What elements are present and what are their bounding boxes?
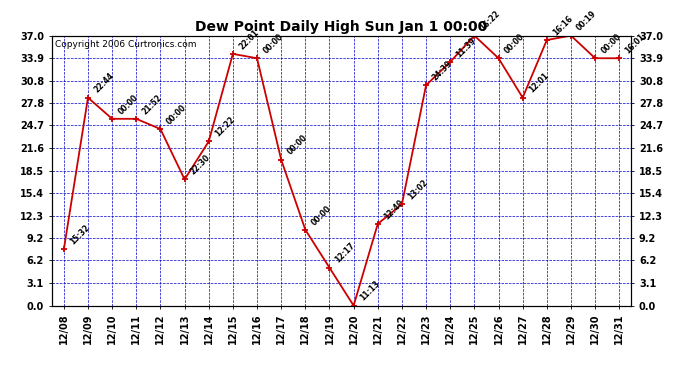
Title: Dew Point Daily High Sun Jan 1 00:00: Dew Point Daily High Sun Jan 1 00:00 xyxy=(195,21,488,34)
Text: Copyright 2006 Curtronics.com: Copyright 2006 Curtronics.com xyxy=(55,40,196,49)
Text: 16:16: 16:16 xyxy=(551,14,574,37)
Text: 00:00: 00:00 xyxy=(262,32,284,56)
Text: 22:30: 22:30 xyxy=(189,153,212,177)
Text: 00:00: 00:00 xyxy=(503,32,526,56)
Text: 13:02: 13:02 xyxy=(406,178,429,201)
Text: 21:52: 21:52 xyxy=(141,93,164,116)
Text: 12:22: 12:22 xyxy=(213,115,236,139)
Text: 00:19: 00:19 xyxy=(575,9,598,33)
Text: 00:00: 00:00 xyxy=(165,103,188,126)
Text: 22:01: 22:01 xyxy=(237,28,260,51)
Text: 12:40: 12:40 xyxy=(382,198,405,221)
Text: 12:01: 12:01 xyxy=(527,72,550,95)
Text: 15:32: 15:32 xyxy=(68,224,91,247)
Text: 12:17: 12:17 xyxy=(334,242,357,265)
Text: 00:00: 00:00 xyxy=(286,134,308,157)
Text: 24:39: 24:39 xyxy=(431,59,453,82)
Text: 11:39: 11:39 xyxy=(455,36,477,59)
Text: 16:22: 16:22 xyxy=(479,9,502,33)
Text: 00:00: 00:00 xyxy=(310,204,333,227)
Text: 11:13: 11:13 xyxy=(358,279,381,303)
Text: 00:00: 00:00 xyxy=(117,93,139,116)
Text: 00:00: 00:00 xyxy=(600,32,622,56)
Text: 16:01: 16:01 xyxy=(624,32,647,56)
Text: 22:44: 22:44 xyxy=(92,72,115,95)
